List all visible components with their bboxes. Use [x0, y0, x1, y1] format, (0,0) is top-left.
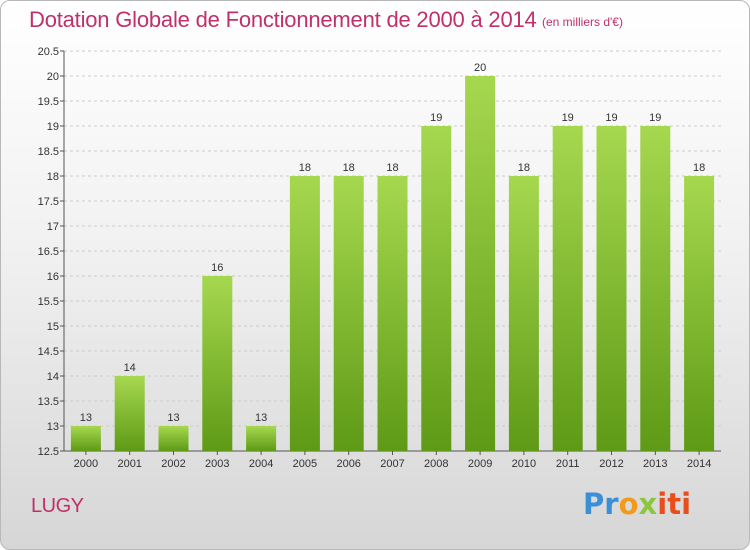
data-label: 18 — [518, 162, 530, 174]
chart-subtitle: (en milliers d'€) — [542, 15, 623, 29]
y-tick-label: 17 — [47, 221, 59, 233]
y-tick-label: 15 — [47, 321, 59, 333]
data-label: 18 — [386, 162, 398, 174]
data-label: 19 — [649, 112, 661, 124]
data-label: 19 — [430, 112, 442, 124]
bar — [552, 126, 583, 451]
data-label: 13 — [167, 412, 179, 424]
y-tick-label: 16.5 — [38, 246, 59, 258]
y-tick-label: 13 — [47, 421, 59, 433]
y-tick-label: 19.5 — [38, 96, 59, 108]
labels: 12.5 13 13.5 14 14.5 15 15.5 16 16.5 17 17.5 18 18.5… — [38, 46, 712, 470]
bar — [640, 126, 671, 451]
y-tick-label: 18 — [47, 171, 59, 183]
y-tick-label: 14 — [47, 371, 59, 383]
x-tick-label: 2009 — [468, 458, 492, 470]
x-tick-label: 2004 — [249, 458, 273, 470]
y-tick-label: 20.5 — [38, 46, 59, 58]
y-tick-label: 17.5 — [38, 196, 59, 208]
logo-letter: o — [618, 487, 639, 521]
y-tick-label: 15.5 — [38, 296, 59, 308]
bar — [421, 126, 452, 451]
x-tick-label: 2000 — [74, 458, 98, 470]
data-label: 16 — [211, 262, 223, 274]
data-label: 19 — [605, 112, 617, 124]
bar — [377, 176, 408, 451]
x-tick-label: 2005 — [293, 458, 317, 470]
chart-title: Dotation Globale de Fonctionnement de 20… — [29, 7, 537, 32]
data-label: 18 — [299, 162, 311, 174]
data-label: 18 — [693, 162, 705, 174]
bar — [246, 426, 277, 451]
bar — [70, 426, 101, 451]
bar — [202, 276, 233, 451]
bar — [596, 126, 627, 451]
x-tick-label: 2007 — [380, 458, 404, 470]
x-tick-label: 2008 — [424, 458, 448, 470]
bar — [289, 176, 320, 451]
x-tick-label: 2001 — [117, 458, 141, 470]
y-tick-label: 18.5 — [38, 146, 59, 158]
proxiti-logo[interactable]: Proxiti — [583, 487, 691, 521]
bar — [158, 426, 189, 451]
x-tick-label: 2010 — [512, 458, 536, 470]
bar — [114, 376, 145, 451]
data-label: 20 — [474, 62, 486, 74]
commune-name: LUGY — [31, 495, 84, 517]
data-label: 13 — [255, 412, 267, 424]
logo-letter: t — [667, 487, 682, 521]
y-tick-label: 16 — [47, 271, 59, 283]
logo-letter: P — [583, 487, 605, 521]
y-tick-label: 20 — [47, 71, 59, 83]
data-label: 18 — [343, 162, 355, 174]
bars — [70, 76, 715, 451]
bar — [333, 176, 364, 451]
x-tick-label: 2012 — [599, 458, 623, 470]
x-tick-label: 2011 — [556, 458, 580, 470]
bar — [684, 176, 715, 451]
y-tick-label: 12.5 — [38, 446, 59, 458]
data-label: 14 — [124, 362, 136, 374]
bar — [465, 76, 496, 451]
logo-letter: i — [681, 487, 692, 521]
logo-letter: x — [638, 487, 658, 521]
y-tick-label: 13.5 — [38, 396, 59, 408]
x-tick-label: 2013 — [643, 458, 667, 470]
y-tick-label: 14.5 — [38, 346, 59, 358]
x-tick-label: 2003 — [205, 458, 229, 470]
bar — [508, 176, 539, 451]
x-tick-label: 2006 — [336, 458, 360, 470]
y-tick-label: 19 — [47, 121, 59, 133]
logo-letter: r — [604, 487, 619, 521]
data-label: 13 — [80, 412, 92, 424]
logo-letter: i — [657, 487, 668, 521]
data-label: 19 — [562, 112, 574, 124]
x-tick-label: 2002 — [161, 458, 185, 470]
x-tick-label: 2014 — [687, 458, 711, 470]
